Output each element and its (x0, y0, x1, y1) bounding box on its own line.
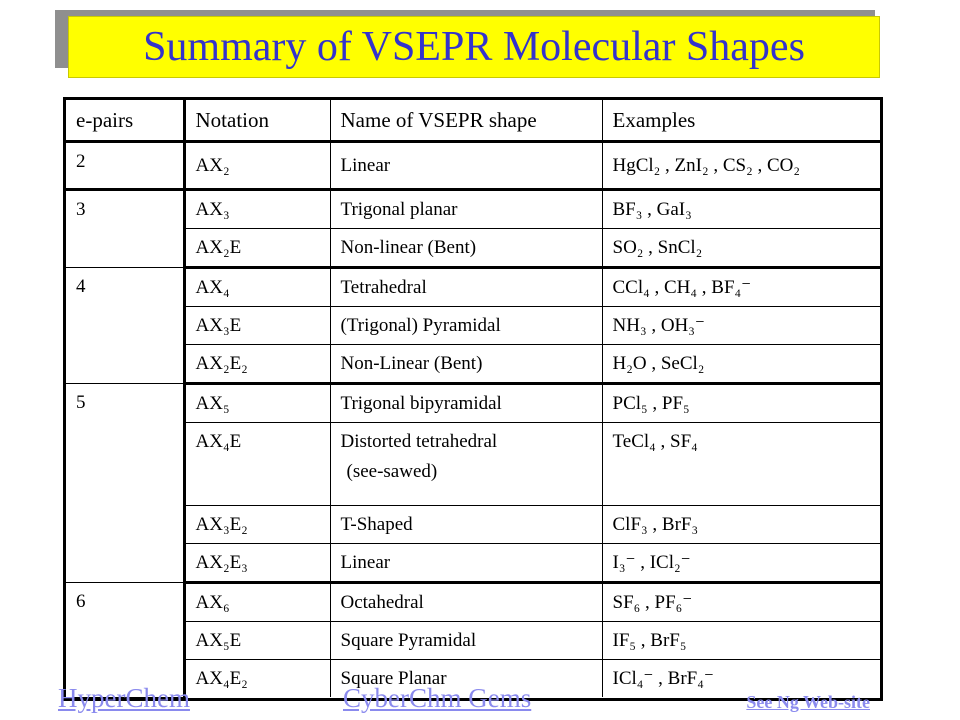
cell-notation: AX₂E (184, 228, 331, 269)
cell-examples: SF₆ , PF₆⁻ (602, 582, 880, 622)
table-row: AX₃E (Trigonal) Pyramidal NH₃ , OH₃⁻ (66, 306, 880, 345)
table-row: 3 AX₃ Trigonal planar BF₃ , GaI₃ (66, 189, 880, 268)
cell-notation: AX₂E₃ (184, 543, 331, 584)
page-title: Summary of VSEPR Molecular Shapes (143, 24, 805, 70)
header-notation: Notation (184, 100, 331, 143)
cell-examples: TeCl₄ , SF₄ (602, 422, 880, 506)
cell-shape-name: Trigonal planar (330, 189, 603, 229)
cell-shape-name: Non-Linear (Bent) (330, 344, 603, 385)
cell-e-pairs: 3 (66, 189, 186, 268)
title-banner: Summary of VSEPR Molecular Shapes (68, 16, 880, 78)
table-row: AX₄E Distorted tetrahedral (see-sawed) T… (66, 422, 880, 506)
vsepr-table-frame: e-pairs Notation Name of VSEPR shape Exa… (63, 97, 883, 701)
cell-notation: AX₅E (184, 621, 331, 660)
header-examples: Examples (602, 100, 880, 143)
header-e-pairs: e-pairs (66, 100, 186, 143)
ng-website-link[interactable]: See Ng Web-site (746, 692, 870, 712)
cell-notation: AX₃E₂ (184, 505, 331, 544)
cell-examples: ClF₃ , BrF₃ (602, 505, 880, 544)
cell-notation: AX₄ (184, 267, 331, 307)
cell-shape-name: Square Planar (330, 659, 603, 697)
cell-notation: AX₃E (184, 306, 331, 345)
cell-shape-name: Linear (330, 543, 603, 584)
table-row: AX₄E₂ Square Planar ICl₄⁻ , BrF₄⁻ (66, 659, 880, 697)
cell-notation: AX₂ (184, 141, 331, 191)
cell-examples: PCl₅ , PF₅ (602, 383, 880, 423)
table-row: AX₂E Non-linear (Bent) SO₂ , SnCl₂ (66, 228, 880, 269)
cell-shape-name: Tetrahedral (330, 267, 603, 307)
cell-shape-name: Linear (330, 141, 603, 191)
cell-notation: AX₆ (184, 582, 331, 622)
cell-notation: AX₃ (184, 189, 331, 229)
cell-e-pairs: 6 (66, 582, 186, 698)
cell-examples: HgCl₂ , ZnI₂ , CS₂ , CO₂ (602, 141, 880, 191)
cell-shape-name: T-Shaped (330, 505, 603, 544)
table-row: AX₂E₃ Linear I₃⁻ , ICl₂⁻ (66, 543, 880, 584)
cell-notation: AX₅ (184, 383, 331, 423)
shape-name-line2: (see-sawed) (346, 461, 438, 482)
cell-e-pairs: 4 (66, 267, 186, 384)
cell-examples: CCl₄ , CH₄ , BF₄⁻ (602, 267, 880, 307)
cell-shape-name: Trigonal bipyramidal (330, 383, 603, 423)
cell-examples: I₃⁻ , ICl₂⁻ (602, 543, 880, 584)
cell-examples: ICl₄⁻ , BrF₄⁻ (612, 668, 714, 689)
shape-name-line1: Distorted tetrahedral (340, 431, 498, 452)
table-row: 6 AX₆ Octahedral SF₆ , PF₆⁻ (66, 582, 880, 698)
table-row: AX₅E Square Pyramidal IF₅ , BrF₅ (66, 621, 880, 660)
table-row: 4 AX₄ Tetrahedral CCl₄ , CH₄ , BF₄⁻ (66, 267, 880, 384)
cell-shape-name: Octahedral (330, 582, 603, 622)
cell-examples: IF₅ , BrF₅ (602, 621, 880, 660)
table-row: AX₂E₂ Non-Linear (Bent) H₂O , SeCl₂ (66, 344, 880, 385)
cell-notation: AX₂E₂ (184, 344, 331, 385)
table-row: AX₃E₂ T-Shaped ClF₃ , BrF₃ (66, 505, 880, 544)
cyberchem-gems-link[interactable]: CyberChm Gems (343, 683, 532, 713)
cell-shape-name: Distorted tetrahedral (see-sawed) (330, 422, 603, 506)
table-header-row: e-pairs Notation Name of VSEPR shape Exa… (66, 100, 880, 143)
cell-examples: BF₃ , GaI₃ (602, 189, 880, 229)
cell-shape-name: Square Pyramidal (330, 621, 603, 660)
cell-shape-name: (Trigonal) Pyramidal (330, 306, 603, 345)
cell-notation: AX₄E (184, 422, 331, 506)
cell-examples: NH₃ , OH₃⁻ (602, 306, 880, 345)
vsepr-table: e-pairs Notation Name of VSEPR shape Exa… (66, 100, 880, 698)
cell-examples: SO₂ , SnCl₂ (602, 228, 880, 269)
cell-notation: AX₄E₂ (184, 659, 331, 697)
cell-shape-name: Non-linear (Bent) (330, 228, 603, 269)
cell-examples: H₂O , SeCl₂ (602, 344, 880, 385)
table-row: 5 AX₅ Trigonal bipyramidal PCl₅ , PF₅ (66, 383, 880, 583)
cell-e-pairs: 5 (66, 383, 186, 583)
header-name: Name of VSEPR shape (330, 100, 603, 143)
table-row: 2 AX₂ Linear HgCl₂ , ZnI₂ , CS₂ , CO₂ (66, 141, 880, 191)
cell-e-pairs: 2 (66, 141, 186, 191)
hyperchem-link[interactable]: HyperChem (58, 683, 190, 713)
